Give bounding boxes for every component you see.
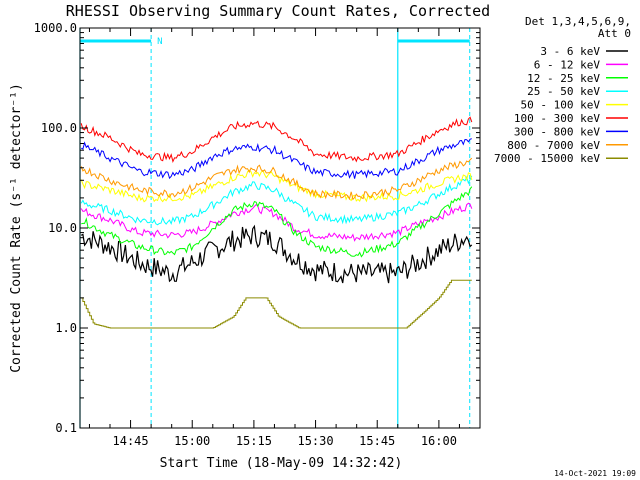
night-flag-label: N xyxy=(157,37,162,47)
timestamp-label: 14-Oct-2021 19:09 xyxy=(554,469,636,478)
x-tick-label: 15:15 xyxy=(236,434,272,448)
legend-header: Det 1,3,4,5,6,9, xyxy=(525,15,631,28)
series-line-5 xyxy=(80,116,473,164)
x-tick-label: 15:45 xyxy=(359,434,395,448)
series-line-0 xyxy=(80,224,473,284)
x-tick-label: 15:30 xyxy=(297,434,333,448)
x-tick-label: 15:00 xyxy=(174,434,210,448)
chart-title: RHESSI Observing Summary Count Rates, Co… xyxy=(66,2,490,20)
y-tick-label: 100.0 xyxy=(41,121,77,135)
y-tick-label: 10.0 xyxy=(48,221,77,235)
legend-entry-label: 7000 - 15000 keV xyxy=(494,152,600,165)
y-tick-label: 1000.0 xyxy=(34,21,77,35)
x-tick-label: 16:00 xyxy=(421,434,457,448)
legend-entry-label: 50 - 100 keV xyxy=(521,99,601,112)
series-line-2 xyxy=(81,186,473,258)
legend-entry-label: 800 - 7000 keV xyxy=(507,139,600,152)
legend-entry-label: 300 - 800 keV xyxy=(514,125,600,138)
series-line-3 xyxy=(80,175,473,226)
legend-entry-label: 6 - 12 keV xyxy=(534,58,601,71)
y-tick-label: 0.1 xyxy=(55,421,77,435)
series-line-7 xyxy=(80,157,473,201)
x-axis-label: Start Time (18-May-09 14:32:42) xyxy=(160,456,403,471)
series-line-1 xyxy=(80,202,473,242)
x-tick-label: 14:45 xyxy=(113,434,149,448)
y-axis-label: Corrected Count Rate (s⁻¹ detector⁻¹) xyxy=(9,83,24,373)
legend-header: Att 0 xyxy=(598,27,631,40)
legend-entry-label: 25 - 50 keV xyxy=(527,85,600,98)
y-tick-label: 1.0 xyxy=(55,321,77,335)
legend-entry-label: 12 - 25 keV xyxy=(527,72,600,85)
series-line-6 xyxy=(81,138,472,180)
series-line-8 xyxy=(81,279,472,329)
legend-entry-label: 100 - 300 keV xyxy=(514,112,600,125)
legend-entry-label: 3 - 6 keV xyxy=(540,45,600,58)
